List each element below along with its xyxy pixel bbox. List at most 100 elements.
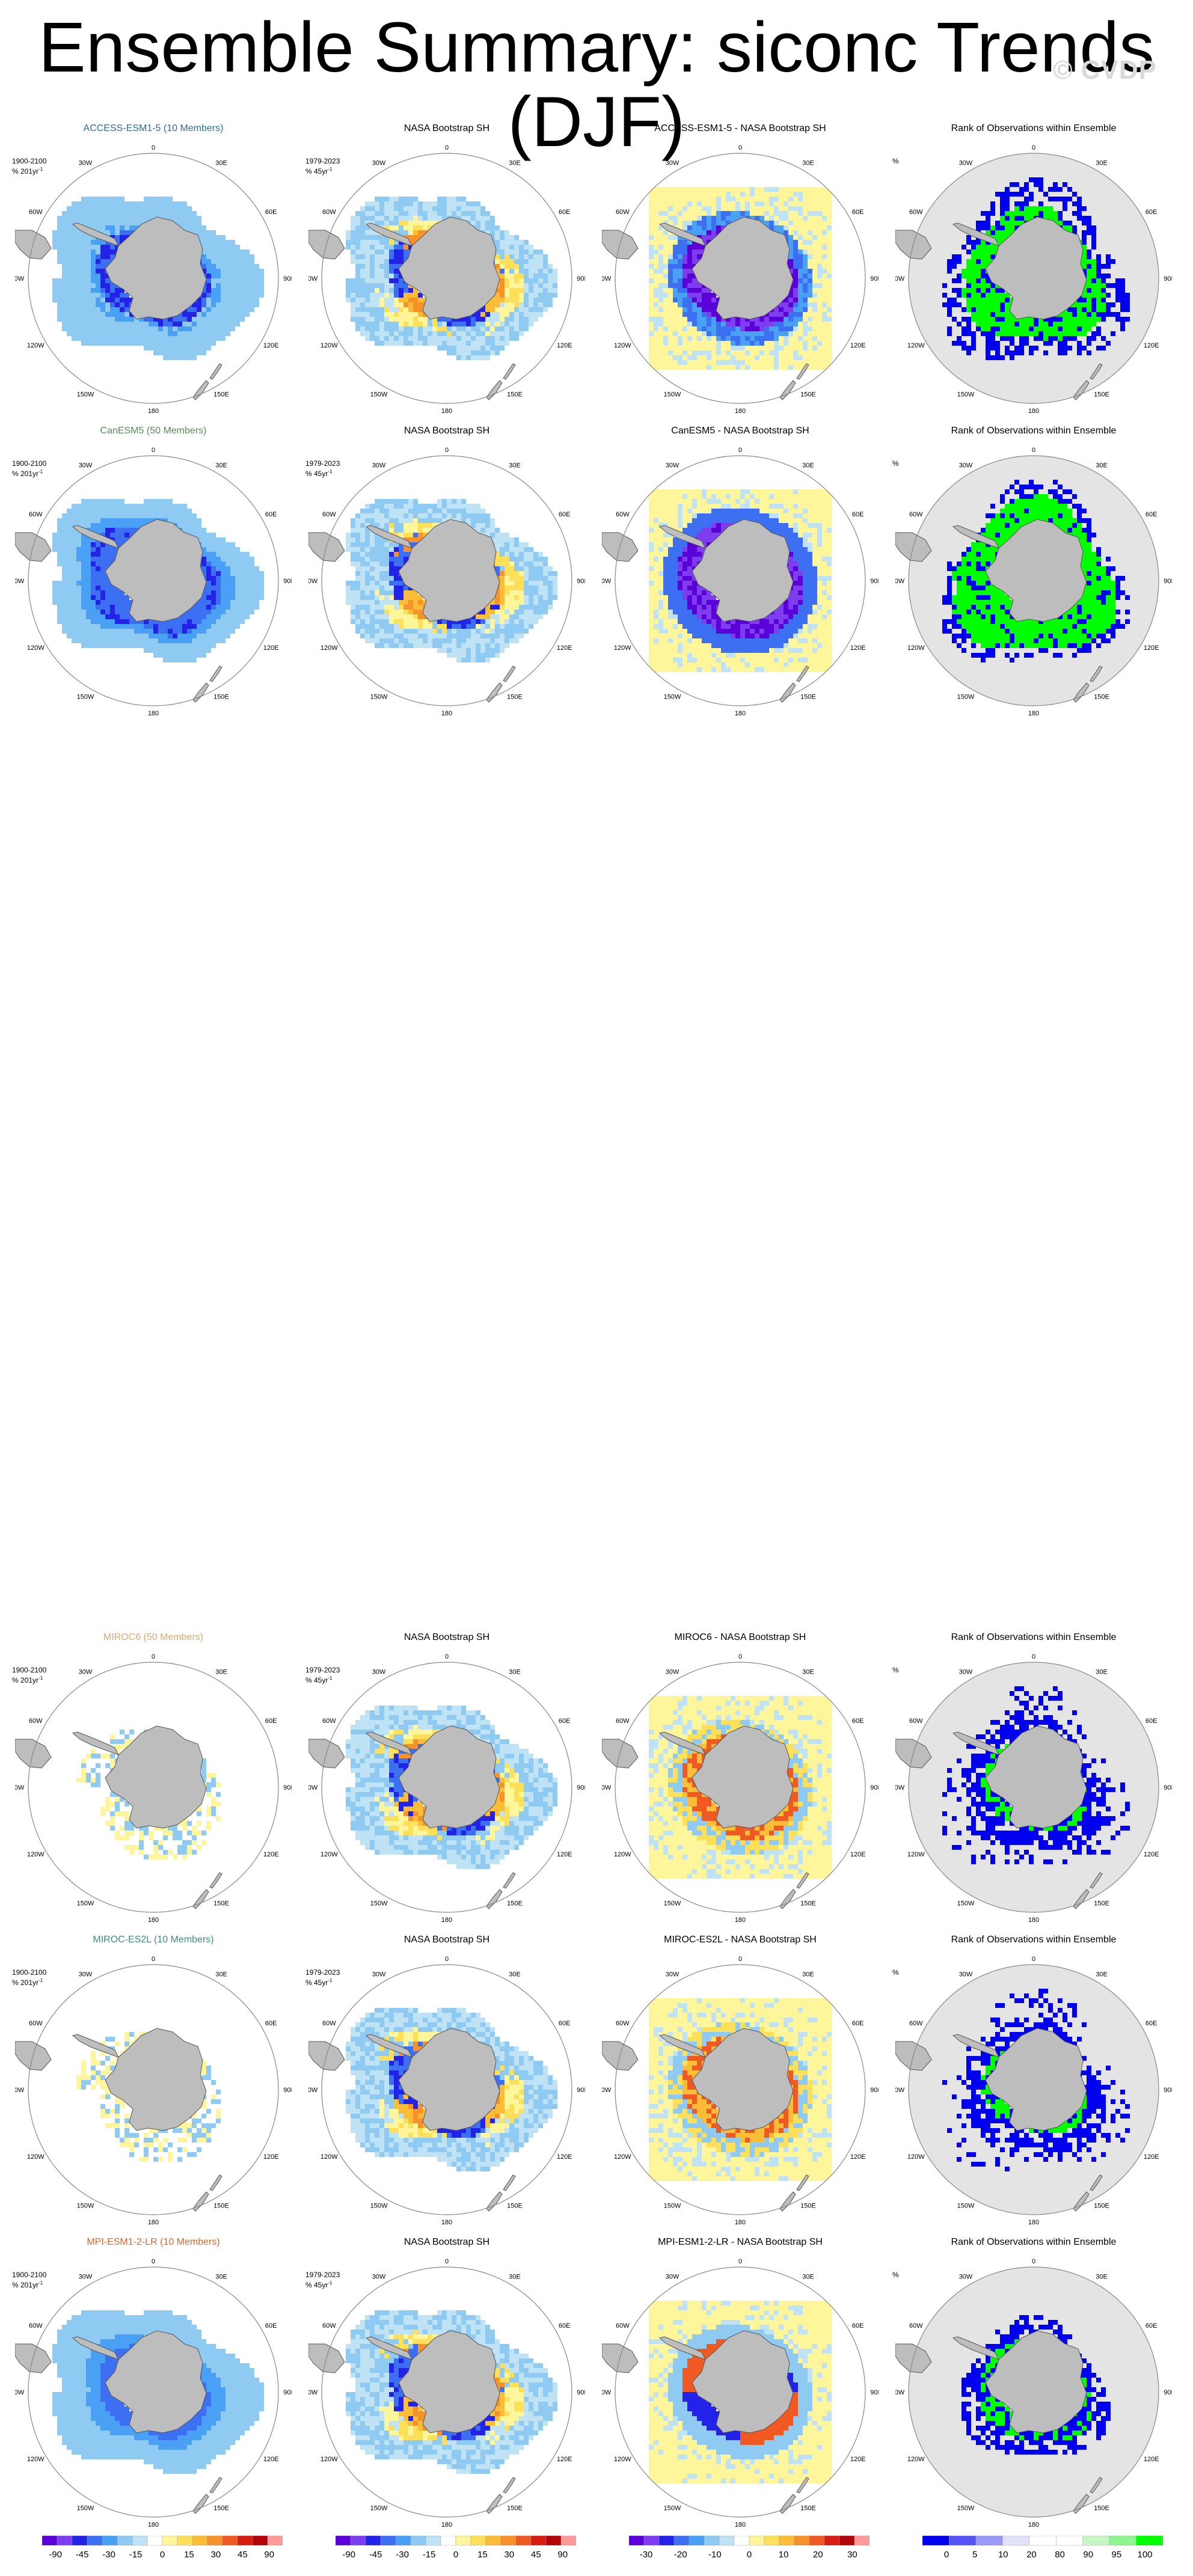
lon-label-150w: 150W: [77, 2202, 94, 2209]
lon-label-150w: 150W: [664, 2504, 681, 2512]
map-boundary: [615, 455, 866, 706]
lon-label-120e: 120E: [263, 2153, 279, 2161]
colorbar-tick-label: -45: [369, 2550, 382, 2560]
lon-label-0: 0: [152, 447, 155, 454]
new-zealand-shape: [486, 682, 503, 703]
colorbar-tick-label: -30: [396, 2550, 409, 2560]
lon-label-60e: 60E: [559, 2322, 571, 2330]
map-panel: NASA Bootstrap SH 1979-2023% 45yr-1 0 180 30…: [305, 2237, 588, 2538]
colorbar-tick-label: 0: [944, 2550, 949, 2560]
lon-label-150w: 150W: [957, 2504, 975, 2512]
lon-label-180: 180: [1028, 2219, 1039, 2226]
antarctica-shape: [985, 216, 1087, 320]
colorbar-swatch: [455, 2536, 471, 2546]
lon-label-150e: 150E: [1094, 391, 1109, 398]
lon-label-0: 0: [738, 2258, 742, 2265]
lon-label-120w: 120W: [27, 644, 44, 652]
antarctica-shape: [105, 2330, 207, 2434]
antarctica-shape: [398, 1725, 500, 1829]
lon-label-0: 0: [445, 447, 449, 454]
colorbar-swatch: [177, 2536, 193, 2546]
watermark: © CVDP: [1053, 55, 1157, 85]
map-boundary: [28, 1964, 279, 2215]
antarctica-shape: [105, 519, 207, 622]
lon-label-60e: 60E: [559, 511, 571, 518]
colorbar-tick-label: 5: [972, 2550, 977, 2560]
panel-units: %: [892, 1666, 899, 1674]
lon-label-180: 180: [148, 2219, 159, 2226]
panel-units: % 201yr-1: [12, 2280, 43, 2289]
land-mask: [602, 2028, 809, 2212]
new-zealand-shape: [192, 682, 209, 703]
lon-label-90w: 90W: [15, 2087, 25, 2094]
colorbar-swatch: [485, 2536, 501, 2546]
map-boundary: [908, 455, 1159, 706]
lon-label-150w: 150W: [370, 391, 388, 398]
panel-title: Rank of Observations within Ensemble: [951, 123, 1117, 133]
lon-label-30w: 30W: [666, 2274, 679, 2281]
panel-title: MIROC6 - NASA Bootstrap SH: [674, 1632, 806, 1642]
peninsula-shape: [72, 525, 120, 549]
peninsula-shape: [72, 2336, 120, 2360]
lon-label-60w: 60W: [616, 2322, 630, 2330]
colorbar-swatch: [237, 2536, 253, 2546]
colorbar-swatch: [1109, 2536, 1136, 2546]
land-mask: [602, 1725, 809, 1909]
panel-units-note: 1900-2100% 201yr-1: [12, 2271, 46, 2289]
new-zealand-shape: [192, 1889, 209, 1909]
lon-label-0: 0: [152, 144, 155, 151]
lon-label-180: 180: [1028, 1917, 1039, 1924]
lon-label-0: 0: [445, 2258, 449, 2265]
colorbar-swatch: [749, 2536, 765, 2546]
panel-units-note: 1979-2023% 45yr-1: [305, 2271, 340, 2289]
colorbar-swatch: [1002, 2536, 1029, 2546]
map-panel: MIROC-ES2L (10 Members) 1900-2100% 201yr-…: [12, 1935, 295, 2235]
new-zealand-shape: [192, 2494, 209, 2514]
new-zealand-shape: [796, 1872, 809, 1889]
panel-title: NASA Bootstrap SH: [403, 426, 490, 436]
colorbar-swatch: [42, 2536, 58, 2546]
lon-label-180: 180: [148, 1917, 159, 1924]
new-zealand-shape: [1090, 1872, 1103, 1889]
lon-label-150e: 150E: [1094, 1900, 1109, 1907]
lon-label-30w: 30W: [959, 462, 973, 470]
polar-map: 0 180 30W 30E 60W 60E 90W 90E 120W 120E 150W 150E: [602, 144, 879, 415]
peninsula-shape: [658, 525, 707, 549]
panel-title: ACCESS-ESM1-5 (10 Members): [83, 123, 224, 133]
colorbar-swatch: [545, 2536, 562, 2546]
map-boundary: [908, 2266, 1159, 2518]
new-zealand-shape: [486, 380, 503, 400]
colorbar-tick-label: -15: [423, 2550, 436, 2560]
lon-label-150w: 150W: [77, 693, 94, 700]
panel-title: NASA Bootstrap SH: [403, 1935, 490, 1945]
lon-label-30e: 30E: [802, 160, 814, 167]
lon-label-120w: 120W: [27, 1851, 44, 1858]
lon-label-90w: 90W: [602, 578, 612, 585]
lon-label-30e: 30E: [215, 1971, 227, 1978]
colorbar-swatch: [425, 2536, 441, 2546]
antarctica-shape: [692, 1725, 794, 1829]
colorbar-swatch: [809, 2536, 825, 2546]
lon-label-30e: 30E: [802, 462, 814, 470]
lon-label-60e: 60E: [559, 209, 571, 216]
colorbar-tick-label: -45: [76, 2550, 89, 2560]
colorbar-swatch: [560, 2536, 576, 2546]
polar-map: 0 180 30W 30E 60W 60E 90W 90E 120W 120E 150W 150E: [308, 2258, 585, 2529]
colorbar-tick-label: 20: [813, 2550, 823, 2560]
lon-label-90w: 90W: [15, 578, 25, 585]
lon-label-150e: 150E: [213, 693, 229, 700]
colorbar-swatch: [410, 2536, 426, 2546]
lon-label-60w: 60W: [909, 511, 923, 518]
map-panel: Rank of Observations within Ensemble% 0 18…: [892, 426, 1175, 726]
lon-label-0: 0: [1032, 447, 1035, 454]
lon-label-180: 180: [441, 2219, 452, 2226]
polar-map: 0 180 30W 30E 60W 60E 90W 90E 120W 120E 150W 150E: [895, 2258, 1172, 2529]
lon-label-60e: 60E: [852, 209, 864, 216]
map-panel: ACCESS-ESM1-5 (10 Members) 1900-2100 % 201…: [12, 123, 295, 424]
lon-label-30e: 30E: [1096, 160, 1108, 167]
lon-label-30e: 30E: [215, 2274, 227, 2281]
peninsula-shape: [72, 1731, 120, 1755]
lon-label-30w: 30W: [79, 462, 93, 470]
peninsula-shape: [952, 2034, 1000, 2058]
lon-label-90w: 90W: [308, 2389, 318, 2396]
